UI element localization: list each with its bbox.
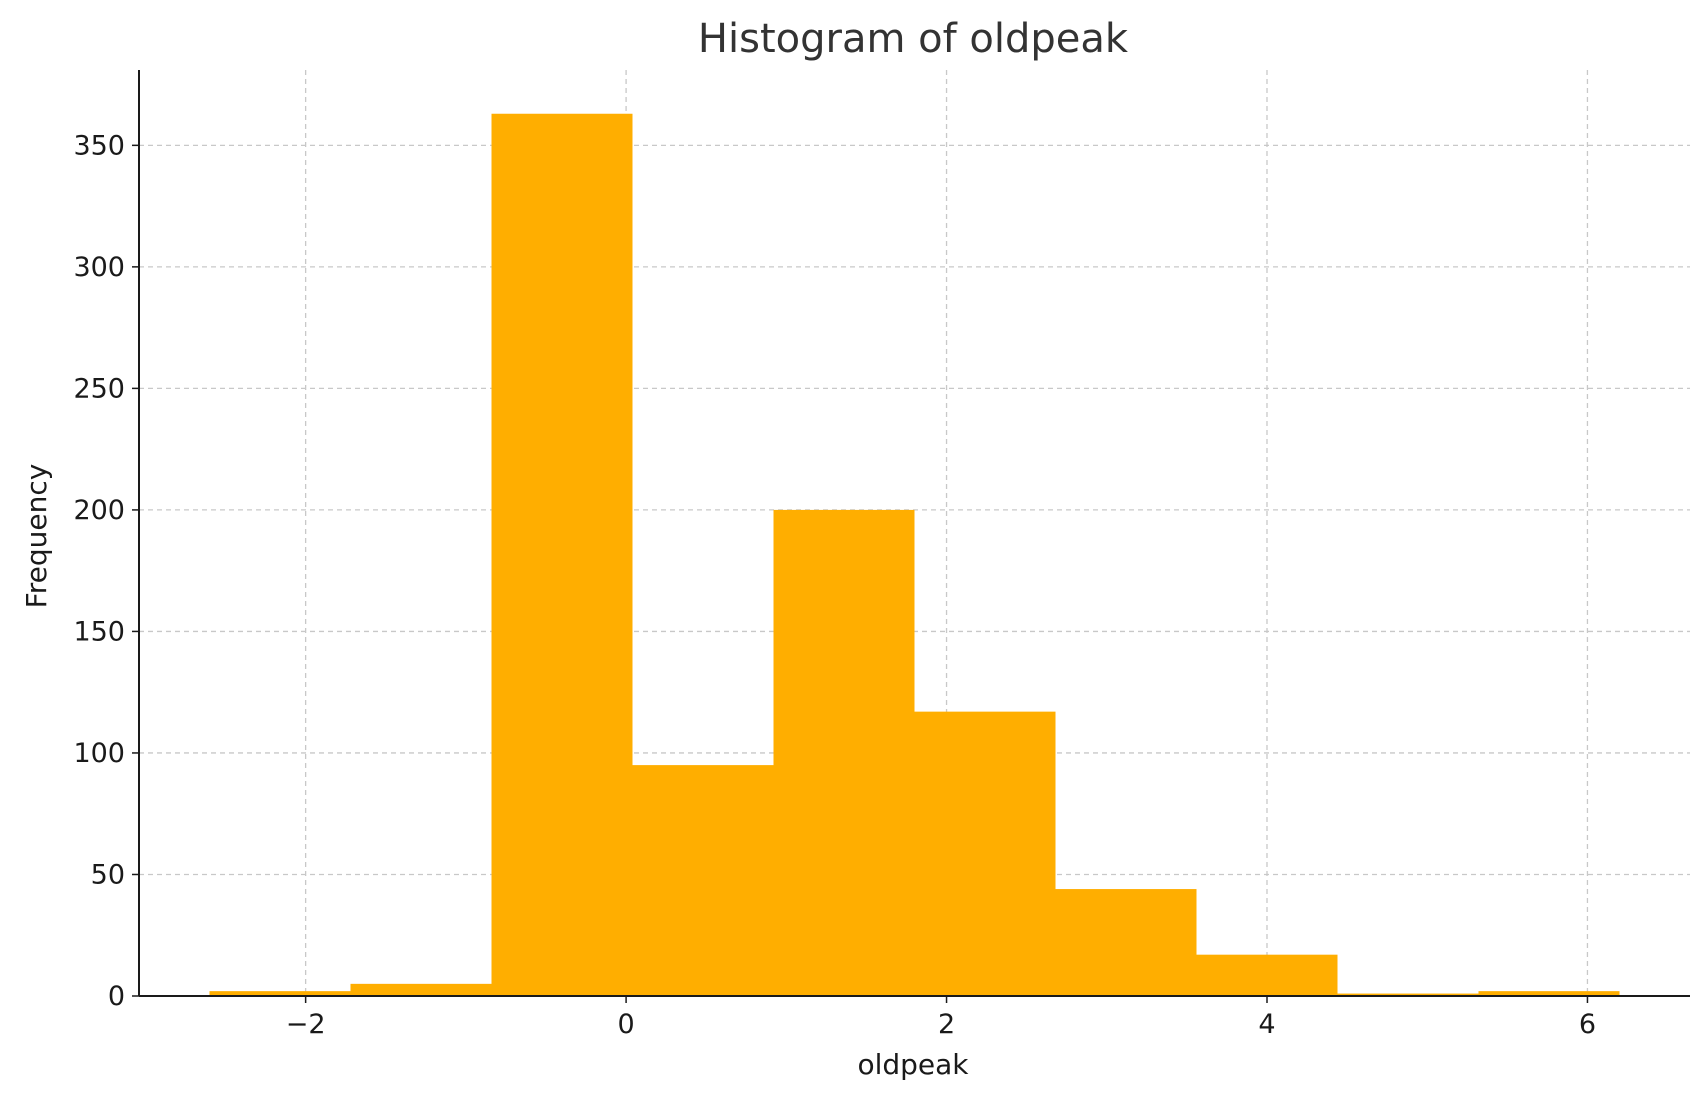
x-tick-label: 4 bbox=[1258, 1009, 1275, 1040]
chart-title: Histogram of oldpeak bbox=[698, 16, 1129, 62]
y-tick-label: 50 bbox=[91, 859, 125, 890]
x-axis-label: oldpeak bbox=[857, 1048, 969, 1081]
y-tick-label: 250 bbox=[73, 373, 125, 404]
y-axis-label: Frequency bbox=[20, 464, 53, 609]
axes bbox=[138, 70, 1690, 997]
y-ticks: 0 50 100 150 200 250 300 350 bbox=[73, 130, 139, 1012]
histogram-bar-1 bbox=[209, 991, 351, 996]
histogram-bar-4 bbox=[632, 765, 774, 996]
y-tick-label: 100 bbox=[73, 738, 125, 769]
x-tick-label: −2 bbox=[286, 1009, 326, 1040]
histogram-bar-9 bbox=[1337, 993, 1479, 996]
x-tick-label: 6 bbox=[1579, 1009, 1596, 1040]
x-tick-label: 2 bbox=[938, 1009, 955, 1040]
x-tick-label: 0 bbox=[617, 1009, 634, 1040]
y-tick-label: 0 bbox=[108, 981, 125, 1012]
x-ticks: −2 0 2 4 6 bbox=[286, 996, 1596, 1040]
histogram-bar-7 bbox=[1055, 889, 1197, 996]
histogram-bar-2 bbox=[350, 983, 492, 996]
histogram-bar-10 bbox=[1478, 991, 1620, 996]
histogram-bars bbox=[209, 113, 1620, 996]
histogram-bar-8 bbox=[1196, 954, 1338, 996]
y-tick-label: 300 bbox=[73, 252, 125, 283]
histogram-bar-5 bbox=[773, 509, 915, 996]
histogram-bar-3 bbox=[491, 113, 633, 996]
histogram-bar-6 bbox=[914, 711, 1056, 996]
y-tick-label: 200 bbox=[73, 495, 125, 526]
y-tick-label: 350 bbox=[73, 130, 125, 161]
y-tick-label: 150 bbox=[73, 616, 125, 647]
